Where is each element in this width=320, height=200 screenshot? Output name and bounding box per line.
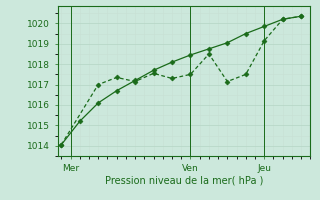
X-axis label: Pression niveau de la mer( hPa ): Pression niveau de la mer( hPa ) [105,175,263,185]
